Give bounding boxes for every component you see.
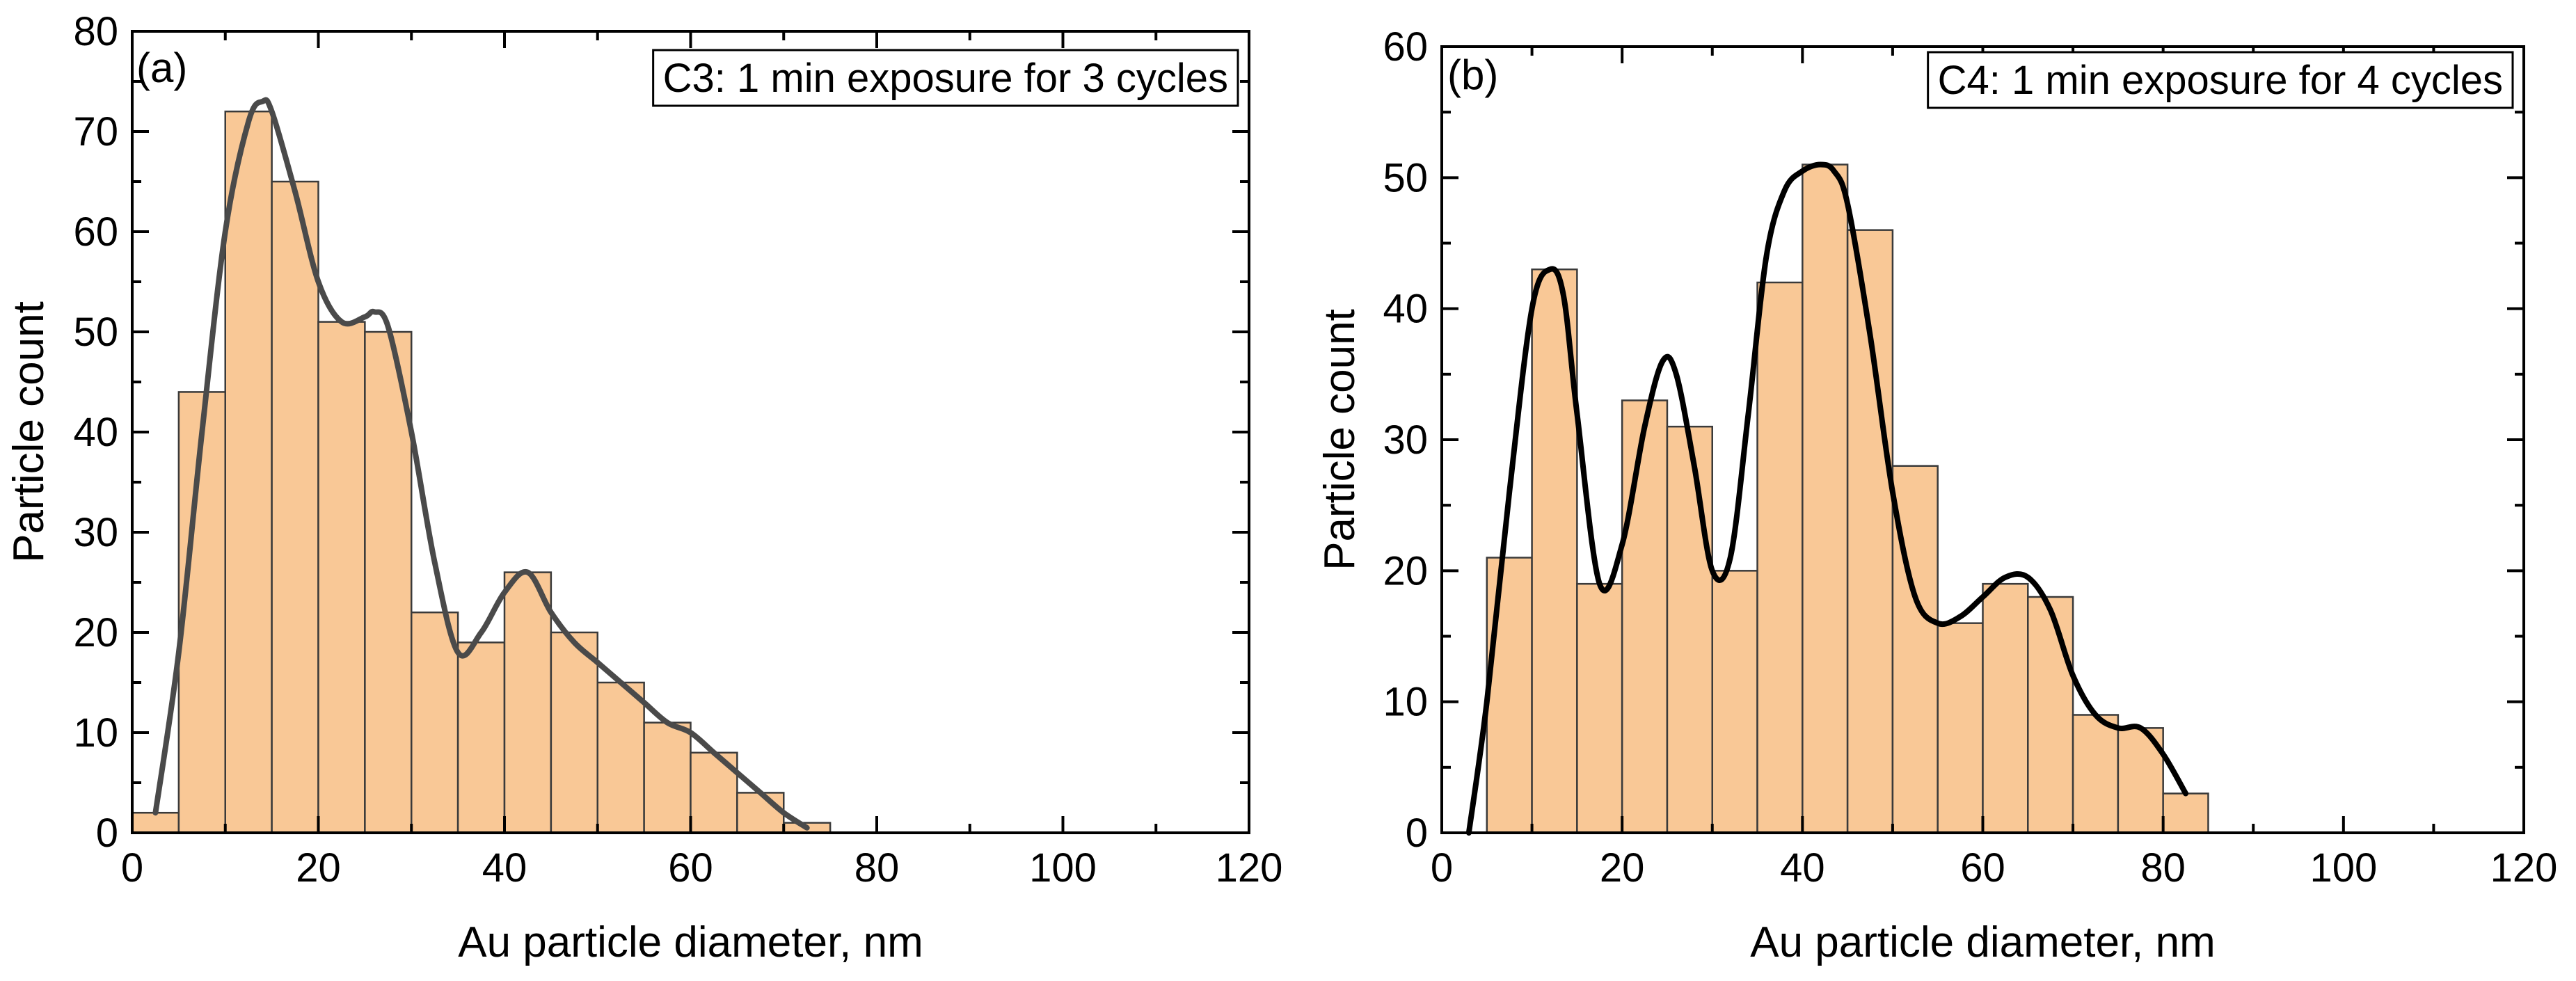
histogram-bar [411, 611, 459, 834]
y-tick-label: 70 [73, 109, 118, 154]
histogram-bar [177, 391, 226, 834]
x-tick-label: 80 [2140, 845, 2186, 891]
x-tick-label: 20 [1600, 845, 1645, 891]
fit-curve-b-group [1465, 161, 2189, 836]
x-tick-label: 40 [482, 845, 527, 891]
axis-ticks-b: 0 20 40 60 80 100 120 0 10 20 30 40 50 60 [1383, 24, 2557, 891]
histogram-bar [643, 721, 692, 834]
histogram-bar [550, 631, 598, 834]
y-tick-label: 0 [1406, 811, 1428, 856]
histogram-bar [503, 571, 552, 834]
x-tick-label: 60 [668, 845, 713, 891]
chart-panel-b: 0 20 40 60 80 100 120 0 10 20 30 40 50 60 C4: 1 min e… [1316, 24, 2557, 966]
histogram-bar [1711, 570, 1758, 834]
histogram-bar [364, 330, 413, 834]
chart-title-b: C4: 1 min exposure for 4 cycles [1938, 58, 2503, 103]
y-tick-label: 20 [1383, 548, 1428, 593]
x-tick-label: 120 [1216, 845, 1283, 891]
x-tick-label: 0 [121, 845, 143, 891]
histogram-bar [1802, 164, 1849, 834]
x-tick-label: 100 [1029, 845, 1097, 891]
y-tick-label: 10 [1383, 680, 1428, 725]
plot-frame-b [1440, 45, 2525, 834]
y-tick-label: 30 [1383, 417, 1428, 463]
x-tick-label: 120 [2490, 845, 2558, 891]
y-tick-label: 60 [73, 209, 118, 255]
fit-curve-a-group [152, 97, 810, 831]
y-axis-label-a: Particle count [5, 301, 53, 563]
x-tick-label: 0 [1431, 845, 1453, 891]
y-tick-label: 20 [73, 610, 118, 655]
x-axis-label-b: Au particle diameter, nm [1750, 918, 2216, 966]
histogram-bar [224, 110, 273, 834]
histogram-bar [1486, 557, 1533, 834]
histogram-bar [1666, 425, 1713, 834]
histogram-bar [2162, 792, 2209, 834]
chart-title-a: C3: 1 min exposure for 3 cycles [663, 56, 1228, 101]
histogram-bar [1937, 622, 1984, 834]
fit-curve-b [1465, 161, 2189, 836]
y-tick-label: 0 [96, 811, 118, 856]
fit-curve-a [152, 97, 810, 831]
x-tick-label: 80 [854, 845, 900, 891]
y-tick-label: 40 [73, 410, 118, 455]
chart-panel-a: 0 20 40 60 80 100 120 0 10 20 30 40 50 60 70 80 C3: 1 m… [5, 9, 1282, 966]
y-tick-label: 40 [1383, 287, 1428, 332]
y-tick-label: 80 [73, 9, 118, 54]
histogram-bar [2072, 714, 2120, 834]
histogram-bar [1621, 399, 1669, 834]
histogram-bar [596, 681, 645, 834]
histogram-bars-a [131, 110, 832, 834]
x-tick-label: 60 [1960, 845, 2005, 891]
x-tick-label: 40 [1780, 845, 1825, 891]
title-box-a: C3: 1 min exposure for 3 cycles [652, 49, 1239, 107]
histogram-bar [2027, 596, 2074, 834]
x-axis-label-a: Au particle diameter, nm [458, 918, 923, 966]
histogram-bar [1756, 281, 1804, 834]
title-box-b: C4: 1 min exposure for 4 cycles [1927, 51, 2514, 109]
x-tick-label: 20 [296, 845, 341, 891]
y-tick-label: 60 [1383, 24, 1428, 70]
histogram-bar [317, 321, 366, 834]
histogram-bar [131, 811, 180, 834]
histogram-bar [736, 792, 785, 834]
histogram-bar [456, 641, 506, 834]
y-tick-label: 10 [73, 710, 118, 756]
y-tick-label: 30 [73, 510, 118, 555]
panel-label-b: (b) [1447, 51, 1498, 98]
y-tick-label: 50 [73, 310, 118, 355]
histogram-bars-b [1486, 164, 2209, 834]
axis-ticks-a: 0 20 40 60 80 100 120 0 10 20 30 40 50 60 70 80 [73, 9, 1282, 891]
x-tick-label: 100 [2309, 845, 2377, 891]
histogram-bar [1576, 582, 1623, 834]
plot-frame-a [131, 30, 1250, 834]
y-tick-label: 50 [1383, 155, 1428, 200]
y-axis-label-b: Particle count [1316, 309, 1364, 571]
panel-label-a: (a) [136, 45, 187, 91]
histogram-bar [1982, 582, 2029, 834]
histogram-bar [271, 180, 319, 834]
